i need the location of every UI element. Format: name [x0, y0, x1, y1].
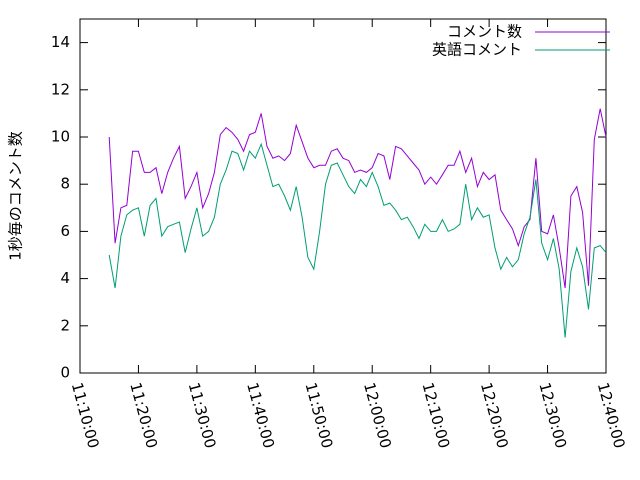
x-tick-label: 12:00:00	[360, 381, 395, 451]
y-tick-label: 14	[51, 33, 70, 51]
y-tick-label: 12	[51, 80, 70, 98]
x-tick-label: 12:30:00	[535, 381, 570, 451]
x-tick-label: 12:40:00	[594, 381, 629, 451]
series-line	[108, 142, 607, 338]
x-tick-label: 11:30:00	[185, 381, 220, 451]
y-tick-label: 10	[51, 128, 70, 146]
legend-label: コメント数	[447, 23, 522, 41]
plot-border	[79, 18, 607, 374]
x-tick-label: 11:50:00	[302, 381, 337, 451]
series-line	[108, 108, 607, 289]
y-axis-label: 1秒毎のコメント数	[7, 131, 25, 261]
x-tick-label: 12:20:00	[477, 381, 512, 451]
y-tick-label: 6	[60, 222, 70, 240]
x-tick-label: 11:20:00	[126, 381, 161, 451]
legend-label: 英語コメント	[432, 41, 522, 59]
y-tick-label: 4	[60, 269, 70, 287]
y-tick-label: 2	[60, 316, 70, 334]
x-tick-label: 11:40:00	[243, 381, 278, 451]
y-tick-label: 0	[60, 364, 70, 382]
x-tick-label: 11:10:00	[68, 381, 103, 451]
x-tick-label: 12:10:00	[418, 381, 453, 451]
y-tick-label: 8	[60, 175, 70, 193]
